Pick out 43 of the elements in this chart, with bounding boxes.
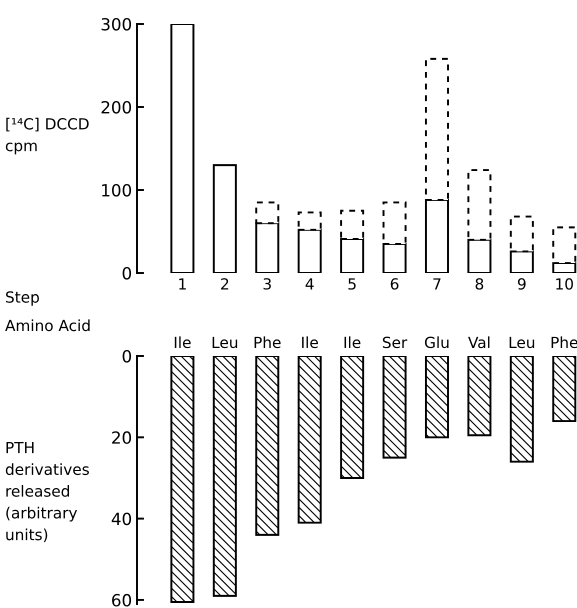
- x-tick-label: Phe: [254, 336, 281, 348]
- x-tick-label: 6: [390, 278, 398, 290]
- x-tick-label: 1: [179, 278, 186, 290]
- bar: [212, 164, 237, 273]
- x-tick-label: Ile: [302, 336, 318, 348]
- bar: [424, 356, 449, 438]
- y-tick-label: 100: [102, 184, 132, 197]
- y-tick-label: 40: [112, 512, 132, 526]
- x-tick-label: Leu: [510, 336, 534, 348]
- x-tick-label: 8: [476, 278, 484, 290]
- bar: [340, 356, 364, 479]
- x-tick-label: Ser: [382, 336, 408, 348]
- x-tick-label: 3: [264, 278, 271, 290]
- x-axis-title: Step: [6, 291, 39, 306]
- x-tick-label: Ile: [174, 336, 191, 348]
- bar: [170, 24, 194, 273]
- y-tick-label: 0: [122, 350, 132, 363]
- x-tick-label: Ile: [344, 336, 360, 348]
- x-tick-label: 9: [518, 278, 526, 290]
- bar: [212, 356, 237, 597]
- y-tick-label: 0: [122, 266, 132, 280]
- y-tick-label: 60: [112, 594, 132, 607]
- bar: [255, 356, 280, 536]
- x-tick-label: 5: [348, 278, 356, 290]
- x-tick-label: 2: [221, 278, 228, 290]
- x-tick-label: 7: [433, 278, 441, 290]
- y-axis-title: PTH derivatives released (arbitrary units): [6, 442, 89, 542]
- bar: [552, 356, 576, 422]
- y-tick-label: 200: [102, 100, 132, 114]
- bar: [170, 356, 194, 603]
- x-tick-label: 4: [306, 278, 314, 290]
- bar: [298, 356, 322, 524]
- y-tick-label: 20: [112, 431, 132, 444]
- y-axis-title: [¹⁴C] DCCD cpm: [6, 118, 89, 154]
- x-tick-label: Leu: [212, 336, 238, 348]
- bar: [510, 356, 534, 463]
- x-tick-label: Val: [468, 336, 490, 348]
- x-axis-title: Amino Acid: [5, 319, 90, 332]
- bar: [382, 356, 407, 459]
- x-tick-label: 10: [556, 278, 573, 290]
- bar: [467, 356, 492, 436]
- y-tick-label: 300: [102, 18, 132, 31]
- x-tick-label: Glu: [424, 336, 448, 348]
